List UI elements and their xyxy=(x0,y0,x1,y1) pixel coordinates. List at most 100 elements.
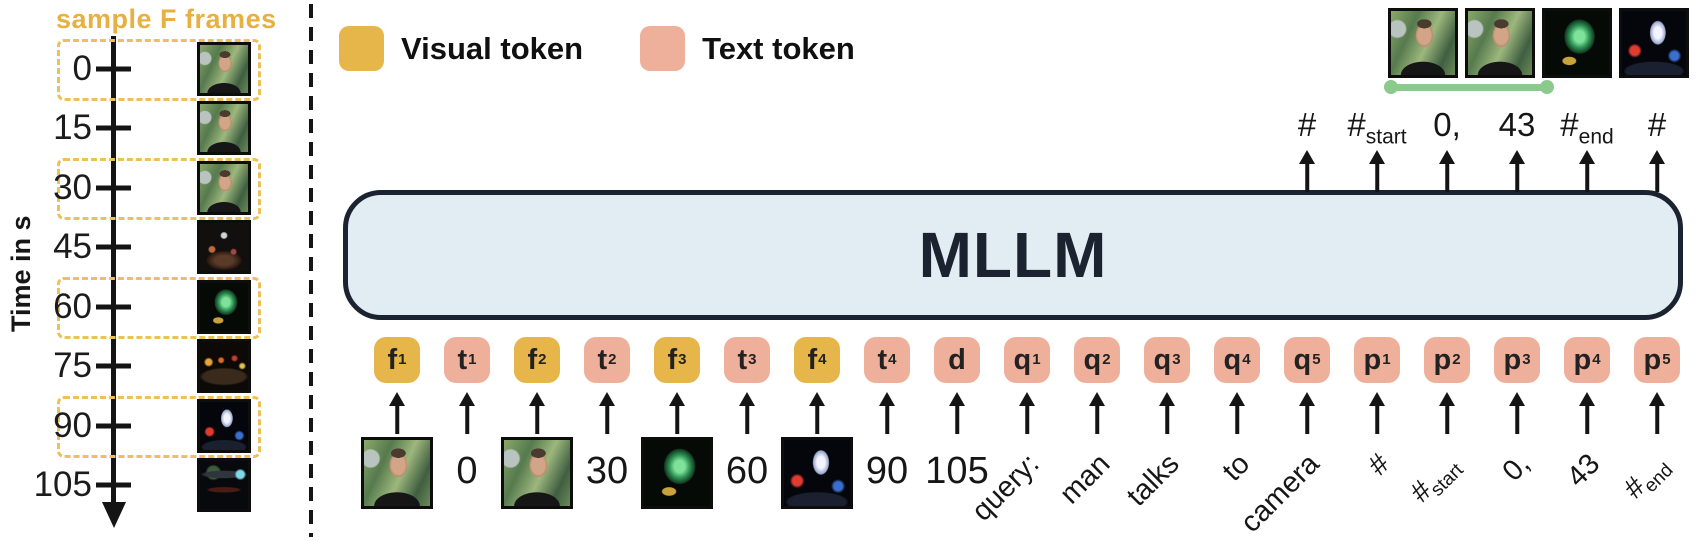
video-frame-thumbnail xyxy=(197,220,251,274)
input-word: #start xyxy=(1404,459,1468,509)
sampled-frame-dashed-box xyxy=(57,277,261,339)
timeline-row: 60 xyxy=(0,277,290,339)
panel-separator xyxy=(309,4,313,537)
sampled-frame-dashed-box xyxy=(57,396,261,458)
input-timestamp: 30 xyxy=(585,450,629,492)
video-frame-thumbnail xyxy=(197,279,251,334)
output-row: # #start 0, 43 #end # xyxy=(362,106,1692,192)
up-arrow-icon xyxy=(1648,150,1666,192)
output-token: #end xyxy=(1552,106,1622,192)
up-arrow-icon xyxy=(878,392,896,434)
tick-mark xyxy=(96,363,131,369)
output-label: # xyxy=(1647,106,1667,143)
video-frame-thumbnail xyxy=(197,160,251,215)
predicted-frame-thumbnail xyxy=(1465,8,1535,78)
output-token: # xyxy=(1272,106,1342,192)
up-arrow-icon xyxy=(948,392,966,434)
tick-mark xyxy=(96,482,131,488)
tick-mark xyxy=(96,125,131,131)
timeline-row: 45 xyxy=(0,218,290,277)
video-frame-thumbnail xyxy=(197,339,251,393)
tick-label: 90 xyxy=(53,405,92,445)
video-frame-thumbnail xyxy=(197,101,251,155)
predicted-frame-thumbnail xyxy=(1542,8,1612,78)
up-arrow-icon xyxy=(668,392,686,434)
legend-label: Text token xyxy=(702,30,855,66)
mllm-label: MLLM xyxy=(918,219,1108,291)
token-color-swatch xyxy=(339,26,384,71)
sampled-frame-dashed-box xyxy=(57,39,261,101)
input-frame-thumbnail xyxy=(361,437,433,509)
input-timestamp: 0 xyxy=(456,450,478,492)
up-arrow-icon xyxy=(1298,392,1316,434)
up-arrow-icon xyxy=(458,392,476,434)
token-box: d xyxy=(934,337,980,383)
sampled-frame-dashed-box xyxy=(57,158,261,220)
segment-start-dot xyxy=(1384,80,1398,94)
up-arrow-icon xyxy=(1438,150,1456,192)
up-arrow-icon xyxy=(1508,150,1526,192)
input-word: #end xyxy=(1617,459,1678,505)
token-column: d 105 xyxy=(922,337,992,541)
predicted-frame-thumbnail xyxy=(1619,8,1689,78)
timeline-row: 0 xyxy=(0,39,290,101)
input-word: 0, xyxy=(1496,447,1536,488)
up-arrow-icon xyxy=(1298,150,1316,192)
tick-label: 30 xyxy=(53,167,92,207)
timeline-row: 105 xyxy=(0,456,290,515)
sample-frames-title: sample F frames xyxy=(56,4,277,34)
timeline-row: 90 xyxy=(0,396,290,458)
up-arrow-icon xyxy=(1368,150,1386,192)
segment-end-dot xyxy=(1540,80,1554,94)
up-arrow-icon xyxy=(1438,392,1456,434)
input-timestamp: 105 xyxy=(925,450,989,492)
up-arrow-icon xyxy=(1158,392,1176,434)
token-color-swatch xyxy=(640,26,686,71)
tick-mark xyxy=(96,66,131,71)
input-word: 43 xyxy=(1560,447,1606,494)
input-timestamp: 90 xyxy=(865,450,909,492)
tick-label: 15 xyxy=(53,108,92,147)
segment-line xyxy=(1388,84,1547,91)
input-frame-thumbnail xyxy=(781,437,853,509)
legend-label: Visual token xyxy=(401,30,584,66)
time-axis-line xyxy=(111,36,116,504)
tick-mark xyxy=(96,304,131,309)
input-word: to xyxy=(1216,447,1256,488)
up-arrow-icon xyxy=(1508,392,1526,434)
up-arrow-icon xyxy=(1648,392,1666,434)
output-label: #start xyxy=(1347,106,1407,149)
output-token: 0, xyxy=(1412,106,1482,192)
up-arrow-icon xyxy=(1578,150,1596,192)
video-frame-thumbnail xyxy=(197,398,251,453)
output-label: 43 xyxy=(1498,106,1536,143)
input-word: # xyxy=(1361,447,1396,482)
up-arrow-icon xyxy=(1088,392,1106,434)
